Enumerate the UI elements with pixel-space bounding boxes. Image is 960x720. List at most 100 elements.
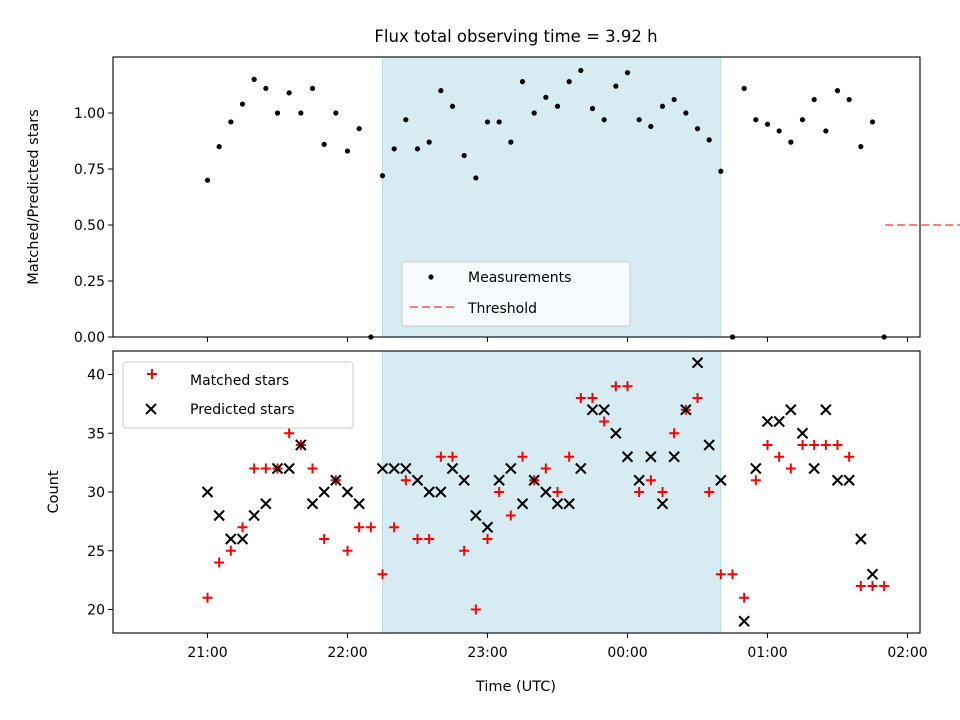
matched-star-point [785,463,796,474]
y-tick-label: 0.50 [74,218,105,234]
measurement-point [216,144,222,150]
predicted-star-point [225,533,237,545]
measurement-point [846,96,852,103]
measurement-point [741,85,747,91]
count-axes: 20 25 30 35 40 21:00 22:00 23:00 00:00 01:00 02:00 [87,350,928,661]
predicted-star-point [598,404,610,416]
matched-star-point [482,534,493,544]
matched-star-point [505,510,516,521]
matched-star-point [809,440,820,450]
legend-matched: Matched stars [190,373,289,389]
predicted-star-point [785,404,797,416]
count-panel: 20 25 30 35 40 21:00 22:00 23:00 00:00 01:00 02:00… [46,350,928,695]
measurement-marker-icon [428,274,434,280]
measurement-point [321,141,327,147]
matched-star-point [412,534,423,544]
measurement-point [823,128,829,134]
measurement-point [799,117,806,123]
measurement-point [298,110,304,116]
matched-star-point [447,451,458,462]
predicted-star-point [376,462,389,475]
x-tick-label: 21:00 [187,645,227,661]
predicted-star-point [470,509,482,522]
measurement-point [286,90,292,96]
matched-star-point [634,487,645,497]
matched-star-point [855,581,866,591]
predicted-star-point [551,498,564,510]
predicted-star-point [516,498,529,510]
measurement-point [484,119,491,125]
matched-star-point [820,440,831,450]
measurement-point [496,119,502,125]
matched-star-point [587,393,598,403]
matched-star-point [342,545,353,556]
predicted-star-point [271,462,284,475]
measurement-point [403,117,409,123]
measurement-point [344,148,351,154]
measurement-point [788,139,794,145]
measurement-point [333,110,339,116]
legend-predicted: Predicted stars [190,402,295,418]
measurement-point [566,79,572,85]
predicted-star-point [423,486,435,498]
matched-star-point [389,522,400,533]
measurement-point [438,88,444,94]
predicted-star-point [703,439,715,451]
y-tick-label: 20 [87,603,105,619]
matched-star-point [424,534,435,544]
predicted-star-point [855,533,867,545]
legend-measurements: Measurements [468,270,571,286]
x-tick-label: 22:00 [327,645,367,661]
measurement-point [869,119,876,125]
measurement-point [391,146,397,152]
matched-star-point [692,393,703,403]
matched-star-point [867,581,878,591]
matched-star-point [435,451,446,462]
measurement-point [204,177,211,183]
matched-star-point [622,381,633,392]
measurement-point [554,103,561,109]
chart-title: Flux total observing time = 3.92 h [374,27,657,46]
measurement-point [309,85,316,91]
count-legend: Matched stars Predicted stars [122,361,354,429]
count-ylabel: Count [46,470,62,513]
matched-star-point [260,463,271,474]
matched-star-point [365,522,376,533]
predicted-star-point [715,474,727,486]
measurement-point [613,83,619,89]
observing-band-2 [382,350,722,634]
ratio-legend: Measurements Threshold [401,261,631,327]
predicted-star-point [750,462,762,475]
measurement-point [531,110,537,116]
measurement-point [811,96,817,103]
ratio-panel: 0.00 0.25 0.50 0.75 1.00 Matched/Predicted s… [26,56,960,346]
matched-star-point [599,416,610,427]
measurement-point [414,146,421,152]
predicted-star-point [411,474,424,486]
matched-star-point [715,569,726,580]
count-legend-frame [122,361,354,429]
x-axis-label: Time (UTC) [475,679,556,695]
matched-star-point [704,487,715,497]
matched-star-point [319,534,330,544]
predicted-star-point [831,474,844,486]
matched-star-point [657,487,668,497]
predicted-star-point [738,615,750,627]
predicted-star-point [493,474,505,486]
measurement-point [228,119,234,125]
measurement-point [753,117,759,123]
matched-star-point [237,522,248,533]
predicted-star-point [201,486,214,498]
matched-star-point [774,451,785,462]
measurement-point [601,117,607,123]
measurement-point [239,101,246,107]
predicted-star-point [505,462,517,475]
measurement-point [578,67,584,74]
predicted-star-point [820,404,832,416]
predicted-star-point [481,521,494,533]
measurement-point [834,88,841,94]
predicted-star-point [691,357,704,369]
matched-star-point [459,545,470,556]
measurement-point [508,139,514,145]
measurement-point [461,152,467,159]
